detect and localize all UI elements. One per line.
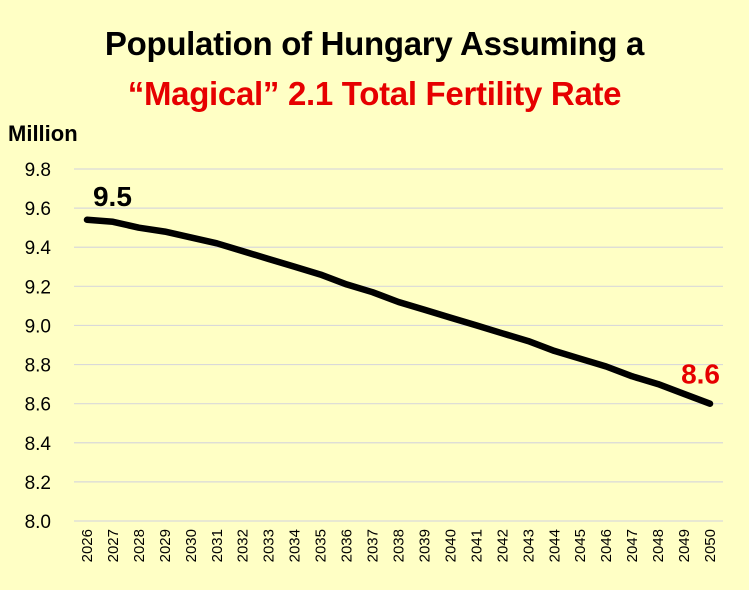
y-tick-label: 9.6	[25, 199, 51, 220]
x-tick-label: 2034	[287, 529, 304, 562]
x-tick-label: 2041	[468, 529, 485, 562]
y-tick-label: 9.0	[25, 316, 51, 337]
x-tick-label: 2046	[598, 529, 615, 562]
x-tick-label: 2040	[442, 529, 459, 562]
x-tick-label: 2026	[79, 529, 96, 562]
start-value-label: 9.5	[93, 181, 132, 212]
y-tick-label: 8.2	[25, 473, 51, 494]
y-tick-label: 8.0	[25, 512, 51, 533]
x-tick-label: 2049	[676, 529, 693, 562]
x-tick-label: 2027	[105, 529, 122, 562]
y-axis-label: Million	[8, 121, 78, 146]
x-tick-label: 2028	[131, 529, 148, 562]
x-tick-label: 2036	[339, 529, 356, 562]
y-tick-label: 8.8	[25, 356, 51, 377]
series-line-population	[83, 216, 714, 407]
x-tick-label: 2042	[494, 529, 511, 562]
end-value-label: 8.6	[681, 359, 720, 390]
y-tick-label: 8.6	[25, 395, 51, 416]
x-tick-label: 2037	[365, 529, 382, 562]
x-tick-label: 2048	[650, 529, 667, 562]
y-tick-label: 9.8	[25, 160, 51, 181]
x-tick-label: 2029	[157, 529, 174, 562]
y-tick-label: 9.4	[25, 238, 52, 259]
x-tick-label: 2038	[391, 529, 408, 562]
x-tick-label: 2043	[520, 529, 537, 562]
x-tick-label: 2032	[235, 529, 252, 562]
x-tick-label: 2033	[261, 529, 278, 562]
x-tick-label: 2031	[209, 529, 226, 562]
x-tick-label: 2045	[572, 529, 589, 562]
y-tick-label: 8.4	[25, 434, 52, 455]
x-tick-label: 2035	[313, 529, 330, 562]
chart-title: Population of Hungary Assuming a	[104, 25, 645, 62]
y-tick-label: 9.2	[25, 277, 51, 298]
chart-subtitle: “Magical” 2.1 Total Fertility Rate	[127, 75, 622, 112]
x-tick-label: 2039	[416, 529, 433, 562]
x-tick-label: 2030	[183, 529, 200, 562]
x-tick-label: 2047	[624, 529, 641, 562]
x-tick-label: 2044	[546, 529, 563, 562]
x-tick-label: 2050	[702, 529, 719, 562]
